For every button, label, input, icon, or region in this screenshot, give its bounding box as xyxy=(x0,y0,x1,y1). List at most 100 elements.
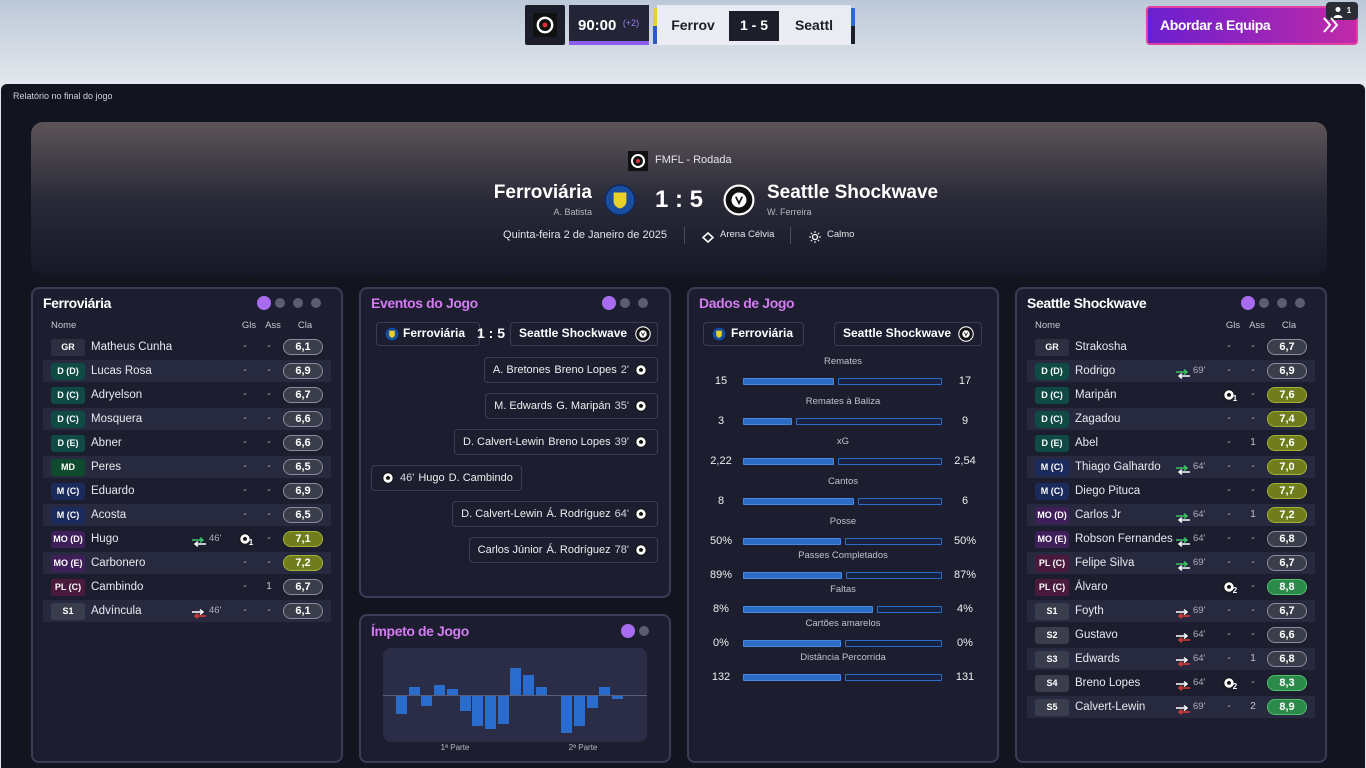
position-badge: S3 xyxy=(1035,650,1069,668)
arrow-left xyxy=(1177,613,1190,619)
player-name: Robson Fernandes xyxy=(1075,533,1173,545)
substitution-icon xyxy=(1175,534,1191,547)
goals: 2 xyxy=(1232,682,1238,691)
stat-value: 0% xyxy=(957,637,973,649)
panel-title: Seattle Shockwave xyxy=(1027,295,1147,311)
player-name: Acosta xyxy=(91,509,127,521)
stat-bar-away xyxy=(838,377,942,385)
goals: - xyxy=(243,341,247,352)
event-player: G. Maripán xyxy=(556,400,611,412)
player-name: Cambindo xyxy=(91,581,144,593)
person xyxy=(1333,7,1343,18)
arrow-left xyxy=(1177,541,1190,547)
momentum-bar xyxy=(535,687,547,695)
goals: - xyxy=(243,365,247,376)
event-player: Á. Rodríguez xyxy=(546,508,611,520)
goals: - xyxy=(1227,557,1231,568)
sub-arrows xyxy=(192,609,206,619)
home-manager: A. Batista xyxy=(553,207,592,217)
weather-icon xyxy=(809,230,821,243)
goals: - xyxy=(243,485,247,496)
position-badge: D (D) xyxy=(51,362,85,380)
ball-icon xyxy=(635,364,647,376)
event: D. Calvert-Lewin Breno Lopes 39' xyxy=(453,429,658,455)
rating: 7,1 xyxy=(283,531,323,547)
icon-ring xyxy=(631,154,645,168)
away-crest xyxy=(635,326,651,342)
player-row xyxy=(1027,456,1315,478)
arrow-right xyxy=(1176,465,1189,471)
arrow-right xyxy=(1176,513,1189,519)
goals: - xyxy=(243,437,247,448)
player-row xyxy=(1027,696,1315,718)
event: Carlos Júnior Á. Rodríguez 78' xyxy=(468,537,658,563)
arrow-left xyxy=(1177,661,1190,667)
rating: 6,6 xyxy=(1267,627,1307,643)
arrow-left xyxy=(1177,565,1190,571)
substitution-minute: 69' xyxy=(1193,557,1206,568)
assists: - xyxy=(267,413,271,424)
rating: 7,6 xyxy=(1267,435,1307,451)
action-button[interactable] xyxy=(1146,6,1358,45)
event-minute: 46' xyxy=(400,472,415,484)
assists: - xyxy=(267,365,271,376)
final-score: 1 : 5 xyxy=(654,186,704,213)
goals: - xyxy=(243,581,247,592)
event: D. Calvert-Lewin Á. Rodríguez 64' xyxy=(452,501,658,527)
momentum-bar xyxy=(396,696,407,714)
competition-icon xyxy=(533,13,557,37)
away-manager: W. Ferreira xyxy=(767,207,812,217)
rating: 6,7 xyxy=(1267,339,1307,355)
away-team: Seattle Shockwave xyxy=(767,182,939,203)
player-row xyxy=(43,504,331,526)
player-name: Abel xyxy=(1075,437,1099,449)
goals: - xyxy=(1227,437,1231,448)
stat-value: 132 xyxy=(711,671,731,683)
stat-label: xG xyxy=(836,436,850,447)
player-name: Matheus Cunha xyxy=(91,341,173,353)
goals: - xyxy=(243,557,247,568)
substitution-icon xyxy=(1175,678,1191,691)
stat-value: 17 xyxy=(958,375,972,387)
stat-bar-away xyxy=(844,537,942,545)
ball-patch xyxy=(1226,584,1232,589)
rating: 6,7 xyxy=(1267,555,1307,571)
panel-dot xyxy=(311,298,321,308)
assists: - xyxy=(1251,629,1255,640)
home-crest xyxy=(604,184,636,216)
goal-icon xyxy=(382,472,394,484)
stat-bar-away xyxy=(844,639,942,647)
rating: 7,0 xyxy=(1267,459,1307,475)
stat-value: 89% xyxy=(709,569,733,581)
rating: 6,8 xyxy=(1267,531,1307,547)
stadium-shape xyxy=(701,231,715,244)
sub-arrows xyxy=(1176,681,1190,691)
player-name: Adryelson xyxy=(91,389,143,401)
assists: - xyxy=(267,533,271,544)
goal-icon xyxy=(635,436,647,448)
icon-ring xyxy=(536,16,554,34)
panel-dot xyxy=(1277,298,1287,308)
stat-label: Passes Completados xyxy=(798,550,888,561)
assists: - xyxy=(1251,413,1255,424)
stat-value: 8% xyxy=(713,603,729,615)
home-team: Ferroviária xyxy=(493,182,592,203)
panel-dot xyxy=(293,298,303,308)
rating: 6,9 xyxy=(283,483,323,499)
ball-icon xyxy=(635,544,647,556)
clock-progress xyxy=(569,41,649,45)
player-name: Hugo xyxy=(91,533,119,545)
position-badge: S4 xyxy=(1035,674,1069,692)
sub-arrows xyxy=(1176,513,1190,523)
ball-icon xyxy=(635,400,647,412)
stats-panel xyxy=(687,287,999,763)
player-name: Carlos Jr xyxy=(1075,509,1122,521)
competition-logo xyxy=(533,13,557,37)
momentum-bar xyxy=(510,668,522,695)
home-crest xyxy=(712,327,726,341)
ball-patch xyxy=(638,511,644,516)
momentum-bar xyxy=(561,696,573,733)
arrow-right xyxy=(1176,681,1189,687)
panel-title: Eventos do Jogo xyxy=(371,295,478,311)
goals: - xyxy=(243,509,247,520)
